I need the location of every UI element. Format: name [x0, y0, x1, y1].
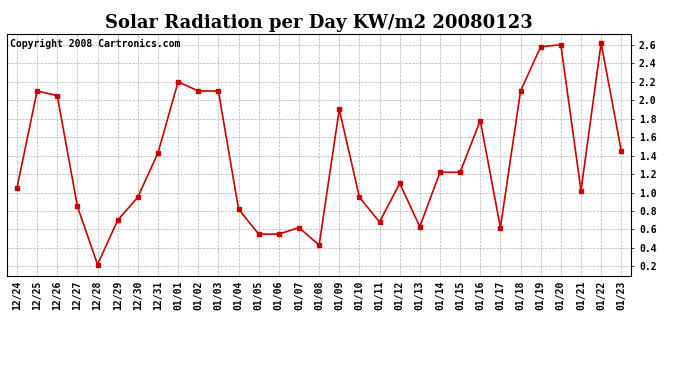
Title: Solar Radiation per Day KW/m2 20080123: Solar Radiation per Day KW/m2 20080123: [106, 14, 533, 32]
Text: Copyright 2008 Cartronics.com: Copyright 2008 Cartronics.com: [10, 39, 180, 49]
